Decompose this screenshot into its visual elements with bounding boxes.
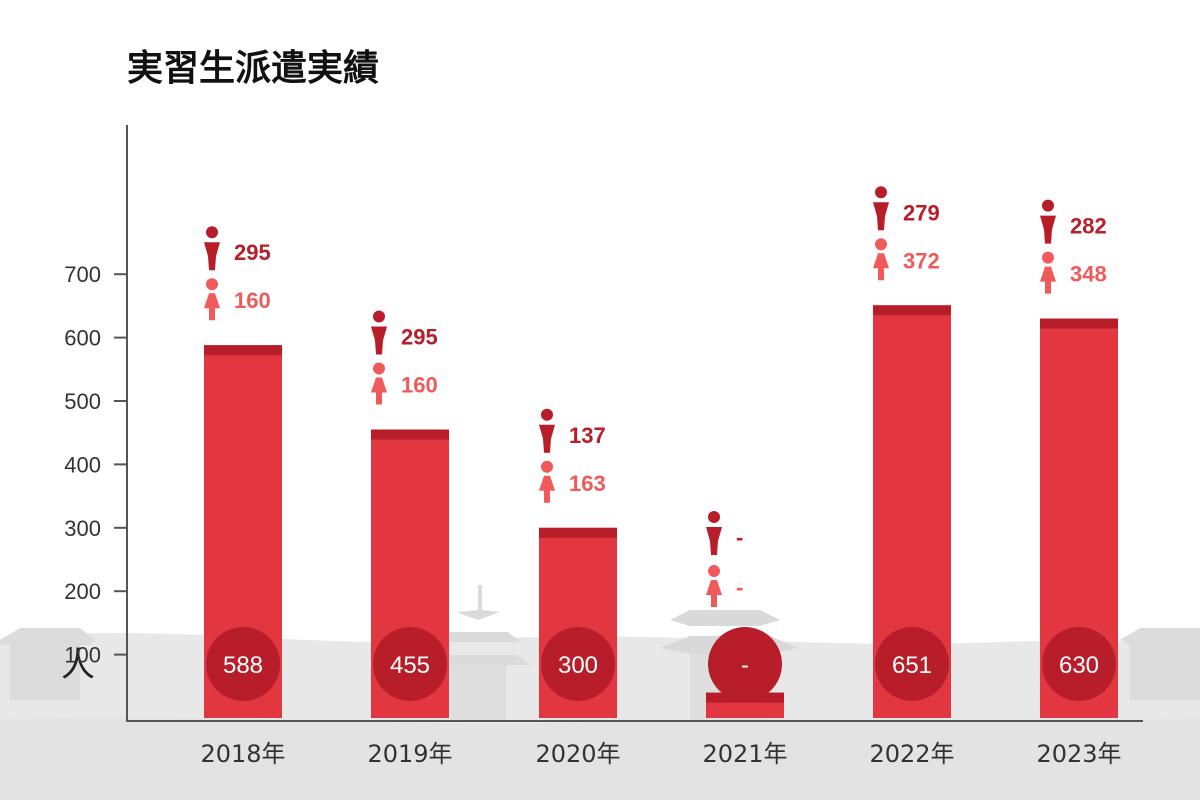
y-tick-label: 600: [64, 326, 101, 351]
total-value-label: 651: [892, 652, 932, 679]
male-count-label: 279: [903, 200, 940, 225]
total-value-label: 300: [558, 652, 598, 679]
female-icon: [539, 460, 555, 503]
male-count-label: 295: [401, 325, 438, 350]
x-tick-label: 2023年: [1036, 740, 1121, 768]
x-tick-label: 2022年: [869, 740, 954, 768]
bar-group: 630 282 348: [1040, 199, 1118, 718]
chart-title: 実習生派遣実績: [127, 48, 379, 89]
female-count-label: 372: [903, 248, 940, 273]
y-tick-label: 400: [64, 452, 101, 477]
bar-cap: [873, 305, 951, 316]
female-icon: [204, 278, 220, 321]
female-icon: [371, 362, 387, 405]
bar-group: 651 279 372: [873, 186, 951, 718]
y-ticks: 100 200 300 400 500 600 700: [64, 262, 127, 668]
male-count-label: 137: [569, 423, 606, 448]
total-badge: [708, 627, 782, 701]
male-count-label: 295: [234, 240, 271, 265]
male-icon: [204, 226, 220, 271]
x-tick-label: 2020年: [535, 740, 620, 768]
female-icon: [873, 238, 889, 281]
total-value-label: 455: [390, 652, 430, 679]
total-badge: [1042, 627, 1116, 701]
bar-group: 300 137 163: [539, 408, 617, 718]
female-count-label: 160: [234, 288, 271, 313]
bar-cap: [371, 429, 449, 440]
female-count-label: 348: [1070, 262, 1107, 287]
total-value-label: -: [741, 652, 749, 679]
y-tick-label: 300: [64, 516, 101, 541]
bar-group: 588 295 160: [204, 226, 282, 718]
bar-group: 455 295 160: [371, 310, 449, 718]
male-count-label: -: [736, 525, 743, 550]
y-tick-label: 200: [64, 579, 101, 604]
total-badge: [373, 627, 447, 701]
female-count-label: 163: [569, 471, 606, 496]
bar-cap: [539, 527, 617, 538]
male-icon: [539, 408, 555, 453]
x-tick-label: 2019年: [367, 740, 452, 768]
female-icon: [1040, 251, 1056, 294]
x-tick-label: 2021年: [702, 740, 787, 768]
total-badge: [206, 627, 280, 701]
x-tick-label: 2018年: [200, 740, 285, 768]
bar-group: - - -: [706, 511, 784, 718]
bar-cap: [1040, 318, 1118, 329]
total-badge: [541, 627, 615, 701]
total-value-label: 588: [223, 652, 263, 679]
male-icon: [1040, 199, 1056, 244]
male-icon: [873, 186, 889, 231]
bar-cap: [204, 345, 282, 356]
male-icon: [706, 511, 722, 555]
male-count-label: 282: [1070, 214, 1107, 239]
y-axis-unit-label: 人: [61, 645, 95, 685]
bars: 588295160455295160300137163---6512793726…: [204, 186, 1118, 718]
total-badge: [875, 627, 949, 701]
y-tick-label: 100: [64, 643, 101, 668]
female-count-label: -: [736, 575, 743, 600]
y-tick-label: 700: [64, 262, 101, 287]
x-tick-labels: 2018年 2019年 2020年 2021年 2022年 2023年: [200, 740, 1121, 768]
female-icon: [706, 565, 722, 607]
y-tick-label: 500: [64, 389, 101, 414]
male-icon: [371, 310, 387, 355]
total-value-label: 630: [1059, 652, 1099, 679]
female-count-label: 160: [401, 373, 438, 398]
